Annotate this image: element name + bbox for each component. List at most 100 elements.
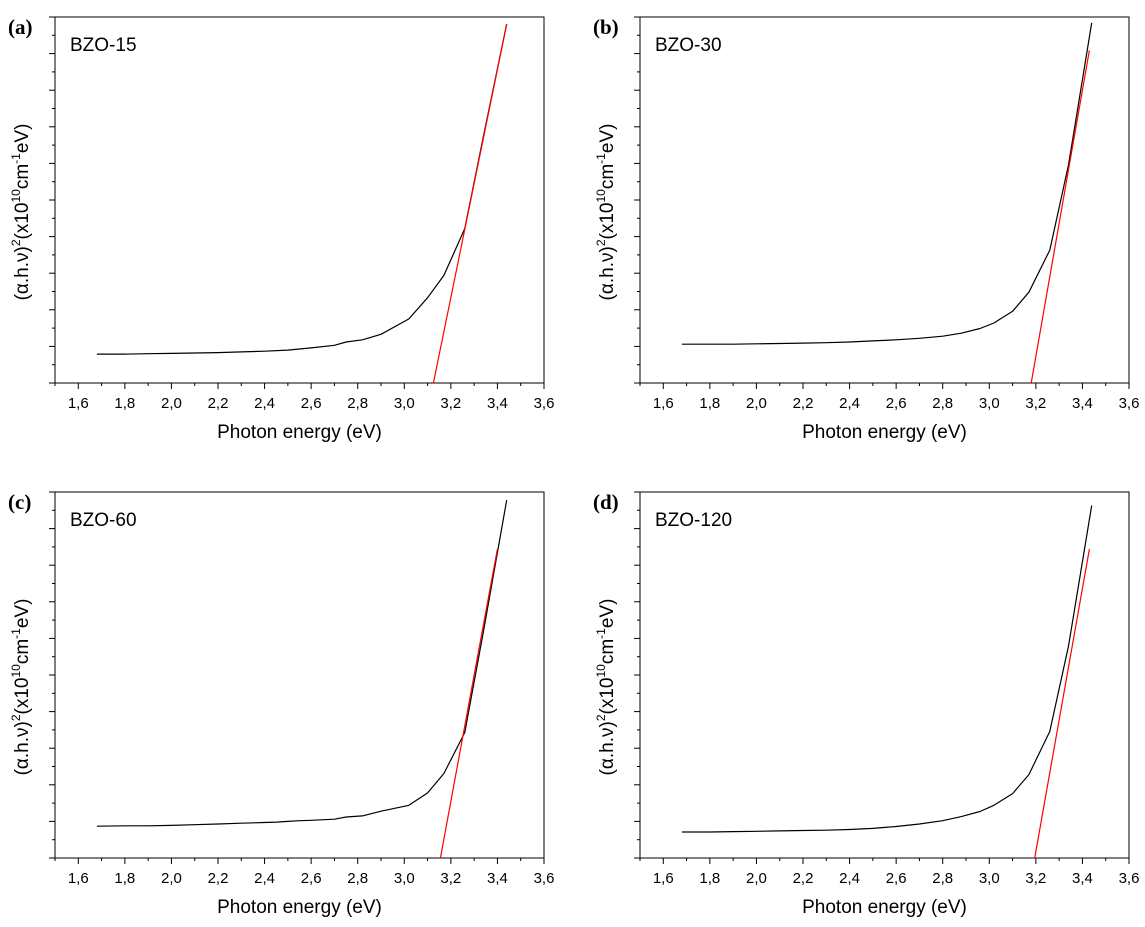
panel-letter: (d) — [593, 490, 619, 514]
y-axis-title-part: cm — [597, 639, 618, 664]
x-tick-label: 2,0 — [746, 870, 767, 887]
x-tick-label: 1,6 — [68, 870, 89, 887]
chart-panel: 1,6 1,8 2,0 2,2 2,4 2,6 2,8 3,0 3,2 3,4 3,6 (a) BZO-… — [8, 15, 554, 443]
x-tick-label: 3,4 — [487, 870, 508, 887]
plot-frame — [639, 16, 1130, 384]
y-axis-title-superscript: 2 — [594, 239, 608, 246]
x-tick-label: 2,6 — [886, 395, 907, 412]
data-line — [681, 22, 1093, 345]
linear-fit-line — [1030, 50, 1090, 384]
x-tick-label: 3,6 — [534, 395, 555, 412]
x-tick-label: 2,0 — [161, 395, 182, 412]
x-tick-label: 2,2 — [793, 870, 814, 887]
y-axis-title-part: cm — [597, 164, 618, 189]
x-tick-label: 3,4 — [1072, 395, 1093, 412]
y-axis-title: (α.h.ν)2(x1010cm-1eV) — [594, 124, 618, 301]
x-tick-label: 3,0 — [394, 395, 415, 412]
y-axis-title: (α.h.ν)2(x1010cm-1eV) — [594, 599, 618, 776]
sample-label: BZO-60 — [70, 510, 137, 531]
y-axis-title: (α.h.ν)2(x1010cm-1eV) — [9, 599, 33, 776]
data-line — [96, 499, 508, 827]
y-axis-title-part: (x10 — [597, 203, 618, 240]
x-tick-label: 1,8 — [699, 870, 720, 887]
sample-label: BZO-120 — [655, 510, 732, 531]
x-tick-label: 2,0 — [161, 870, 182, 887]
x-tick-label: 2,8 — [932, 870, 953, 887]
y-axis-title-superscript: 10 — [9, 664, 23, 678]
y-axis-title-superscript: 10 — [9, 189, 23, 203]
x-tick-label: 3,4 — [487, 395, 508, 412]
x-tick-label: 3,2 — [1025, 395, 1046, 412]
x-tick-label: 2,2 — [208, 870, 229, 887]
x-axis-title: Photon energy (eV) — [802, 422, 967, 443]
x-tick-label: 2,4 — [839, 395, 860, 412]
y-axis-title-superscript: -1 — [9, 628, 23, 639]
y-axis-title-part: (α.h.ν) — [597, 721, 618, 775]
x-tick-label: 3,6 — [1119, 395, 1140, 412]
linear-fit-line — [439, 548, 498, 859]
x-tick-label: 3,0 — [979, 870, 1000, 887]
x-tick-label: 3,0 — [394, 870, 415, 887]
x-tick-label: 2,0 — [746, 395, 767, 412]
y-axis-title-superscript: -1 — [594, 153, 608, 164]
y-axis-title-part: (α.h.ν) — [597, 246, 618, 300]
y-axis-title-superscript: 2 — [594, 714, 608, 721]
x-tick-label: 2,6 — [301, 870, 322, 887]
x-tick-label: 3,2 — [440, 395, 461, 412]
x-tick-label: 3,2 — [1025, 870, 1046, 887]
y-axis-title-part: cm — [12, 639, 33, 664]
panel-letter: (a) — [8, 15, 33, 39]
y-axis-title-part: eV) — [597, 599, 618, 629]
sample-label: BZO-30 — [655, 35, 722, 56]
x-tick-label: 2,2 — [208, 395, 229, 412]
x-tick-label: 1,8 — [114, 870, 135, 887]
x-axis-title: Photon energy (eV) — [802, 897, 967, 918]
x-tick-label: 3,2 — [440, 870, 461, 887]
data-line — [96, 23, 508, 355]
y-axis-title-superscript: 2 — [9, 239, 23, 246]
y-axis-title-part: eV) — [597, 124, 618, 154]
x-tick-label: 1,6 — [68, 395, 89, 412]
x-tick-label: 2,8 — [347, 870, 368, 887]
x-axis-title: Photon energy (eV) — [217, 422, 382, 443]
y-axis-title-part: (x10 — [12, 678, 33, 715]
y-axis-title: (α.h.ν)2(x1010cm-1eV) — [9, 124, 33, 301]
sample-label: BZO-15 — [70, 35, 137, 56]
x-tick-label: 2,8 — [932, 395, 953, 412]
y-axis-title-superscript: -1 — [9, 153, 23, 164]
x-tick-label: 2,4 — [839, 870, 860, 887]
x-tick-label: 2,8 — [347, 395, 368, 412]
plot-frame — [639, 491, 1130, 859]
x-tick-label: 3,6 — [1119, 870, 1140, 887]
y-axis-title-part: eV) — [12, 599, 33, 629]
y-axis-title-superscript: -1 — [594, 628, 608, 639]
x-tick-label: 2,6 — [886, 870, 907, 887]
data-line — [681, 505, 1093, 833]
x-tick-label: 2,6 — [301, 395, 322, 412]
x-tick-label: 1,6 — [653, 395, 674, 412]
y-axis-title-superscript: 10 — [594, 189, 608, 203]
x-tick-label: 2,4 — [254, 395, 275, 412]
x-axis-title: Photon energy (eV) — [217, 897, 382, 918]
x-tick-label: 1,8 — [114, 395, 135, 412]
x-tick-label: 3,6 — [534, 870, 555, 887]
x-tick-label: 2,2 — [793, 395, 814, 412]
linear-fit-line — [432, 23, 508, 384]
x-tick-label: 1,8 — [699, 395, 720, 412]
panel-letter: (c) — [8, 490, 31, 514]
y-axis-title-part: (α.h.ν) — [12, 721, 33, 775]
x-tick-label: 3,4 — [1072, 870, 1093, 887]
chart-panel: 1,6 1,8 2,0 2,2 2,4 2,6 2,8 3,0 3,2 3,4 3,6 (d) BZO-… — [593, 490, 1139, 918]
panel-letter: (b) — [593, 15, 619, 39]
chart-panel: 1,6 1,8 2,0 2,2 2,4 2,6 2,8 3,0 3,2 3,4 3,6 (b) BZO-… — [593, 15, 1139, 443]
plot-frame — [54, 491, 545, 859]
linear-fit-line — [1034, 548, 1090, 859]
x-tick-label: 3,0 — [979, 395, 1000, 412]
x-tick-label: 2,4 — [254, 870, 275, 887]
y-axis-title-part: eV) — [12, 124, 33, 154]
y-axis-title-part: (x10 — [597, 678, 618, 715]
y-axis-title-part: (α.h.ν) — [12, 246, 33, 300]
y-axis-title-superscript: 2 — [9, 714, 23, 721]
y-axis-title-part: cm — [12, 164, 33, 189]
